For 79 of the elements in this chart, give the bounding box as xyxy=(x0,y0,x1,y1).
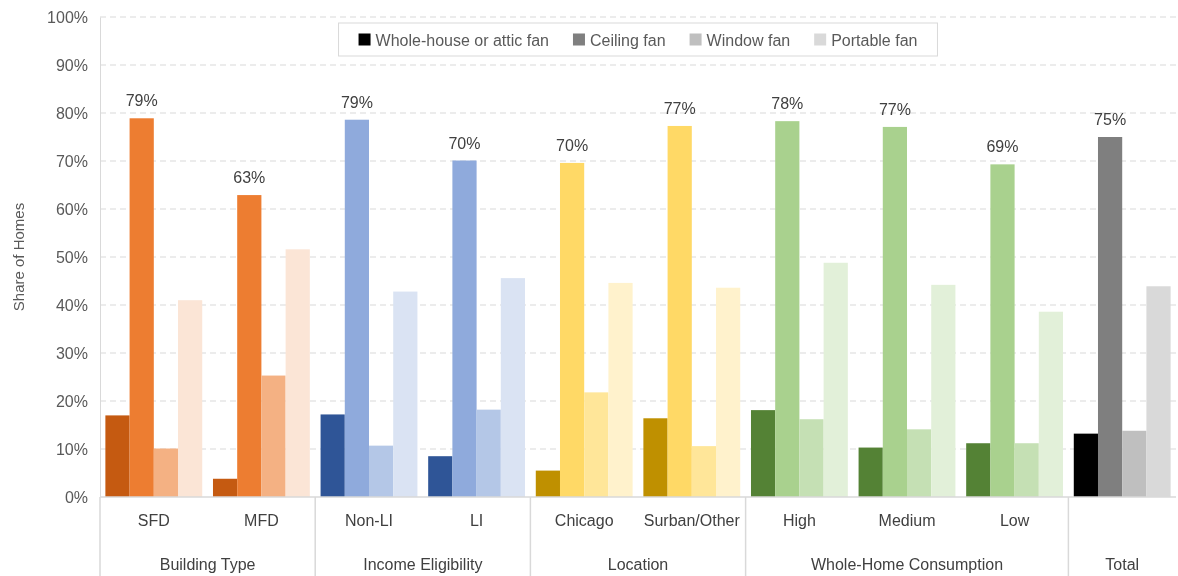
bar xyxy=(320,414,345,497)
bar xyxy=(1073,433,1098,497)
x-tick-label: Non-LI xyxy=(344,512,394,530)
bar xyxy=(393,291,418,497)
bar xyxy=(799,419,824,497)
bar xyxy=(129,118,154,497)
bar xyxy=(1038,311,1064,497)
data-label: 70% xyxy=(556,136,589,154)
bar xyxy=(105,415,130,497)
bar xyxy=(750,410,776,497)
y-tick-label: 60% xyxy=(55,200,88,218)
x-tick-label: LI xyxy=(469,512,484,530)
legend-label: Window fan xyxy=(706,31,791,49)
data-label: 79% xyxy=(340,93,373,111)
bar xyxy=(428,456,453,497)
data-label: 77% xyxy=(878,100,911,118)
x-tick-label: Medium xyxy=(878,512,936,530)
y-tick-label: 90% xyxy=(55,56,88,74)
bar xyxy=(212,478,238,497)
bar xyxy=(643,418,668,497)
x-tick-label: Low xyxy=(999,512,1030,530)
bar xyxy=(716,287,741,497)
data-label: 63% xyxy=(233,169,266,187)
bar xyxy=(907,429,932,497)
bar xyxy=(691,446,717,497)
data-label: 79% xyxy=(125,92,158,110)
data-label: 75% xyxy=(1094,111,1127,128)
x-tick-label: Chicago xyxy=(554,512,614,530)
text: Location xyxy=(607,556,669,573)
bar xyxy=(153,448,179,497)
x-tick-label: Surban/Other xyxy=(643,512,741,530)
bar xyxy=(1097,137,1123,497)
bar xyxy=(476,409,501,497)
legend-label: Ceiling fan xyxy=(589,31,666,49)
bar xyxy=(500,278,526,497)
bar xyxy=(584,392,609,497)
legend-label: Portable fan xyxy=(831,31,918,49)
bar xyxy=(178,300,203,497)
bar xyxy=(344,119,369,497)
legend-label: Whole-house or attic fan xyxy=(375,31,549,49)
y-tick-label: 70% xyxy=(55,152,88,170)
bar xyxy=(882,126,907,497)
bar xyxy=(559,162,585,497)
bar xyxy=(1014,443,1039,497)
data-label: 77% xyxy=(663,99,696,117)
y-axis-title: Share of Homes xyxy=(10,202,27,312)
y-tick-label: 10% xyxy=(55,440,88,458)
y-tick-label: 80% xyxy=(55,104,88,122)
bar xyxy=(369,445,394,497)
bar xyxy=(931,284,956,497)
data-label: 70% xyxy=(448,134,481,152)
bar xyxy=(858,447,883,497)
text: Income Eligibility xyxy=(363,556,483,573)
data-label: 69% xyxy=(986,138,1019,156)
y-tick-label: 50% xyxy=(55,248,88,266)
bar xyxy=(261,375,286,497)
bar xyxy=(966,443,991,497)
data-label: 78% xyxy=(771,95,804,113)
bar xyxy=(535,470,560,497)
bar xyxy=(237,195,262,497)
bar xyxy=(1122,430,1147,497)
bar xyxy=(285,249,310,497)
y-tick-label: 20% xyxy=(55,392,88,410)
y-tick-label: 100% xyxy=(47,8,88,26)
bar xyxy=(823,262,848,497)
y-tick-label: 30% xyxy=(55,344,88,362)
text: Total xyxy=(1105,556,1140,573)
y-tick-label: 40% xyxy=(55,296,88,314)
text: Building Type xyxy=(159,556,256,573)
text: Whole-Home Consumption xyxy=(810,556,1004,573)
y-tick-label: 0% xyxy=(64,488,88,506)
bar xyxy=(452,160,477,497)
bar xyxy=(667,125,692,497)
bar xyxy=(990,164,1015,497)
x-tick-label: High xyxy=(782,512,816,530)
x-tick-label: SFD xyxy=(137,512,170,530)
bar xyxy=(775,121,800,497)
bar xyxy=(608,282,633,497)
x-tick-label: MFD xyxy=(244,512,279,530)
